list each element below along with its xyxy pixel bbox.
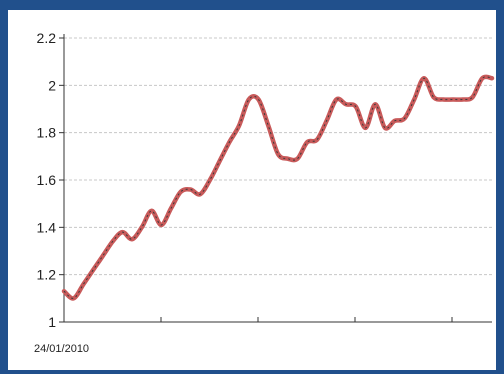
x-start-date-label: 24/01/2010 — [34, 343, 89, 355]
line-chart: 1 1.2 1.4 1.6 1.8 2 2.2 24/01/2010 — [8, 10, 496, 370]
y-tick-label: 1.2 — [37, 267, 57, 283]
axes — [64, 34, 492, 322]
y-tick-label: 2 — [48, 77, 56, 93]
y-tick-label: 1.4 — [37, 219, 57, 235]
y-tick-label: 1.6 — [37, 172, 57, 188]
y-tick-label: 1 — [48, 314, 56, 330]
y-axis-ticks: 1 1.2 1.4 1.6 1.8 2 2.2 — [37, 30, 64, 330]
series-line-core — [64, 77, 492, 299]
chart-panel: 1 1.2 1.4 1.6 1.8 2 2.2 24/01/2010 — [8, 10, 496, 370]
y-tick-label: 1.8 — [37, 125, 57, 141]
series-group — [64, 77, 492, 299]
y-tick-label: 2.2 — [37, 30, 57, 46]
series-line — [64, 77, 492, 299]
